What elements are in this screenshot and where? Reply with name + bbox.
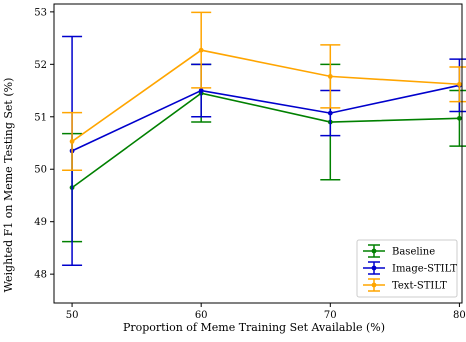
series-baseline <box>62 63 466 243</box>
data-point <box>69 139 75 144</box>
x-axis-label: Proportion of Meme Training Set Availabl… <box>123 321 385 334</box>
legend-label: Image-STILT <box>392 264 457 275</box>
x-tick-label: 70 <box>324 310 337 321</box>
y-axis-label: Weighted F1 on Meme Testing Set (%) <box>2 78 15 293</box>
legend-box <box>356 239 458 298</box>
data-point <box>198 47 204 53</box>
legend-item: Image-STILT <box>363 261 457 275</box>
x-tick-label: 80 <box>453 310 466 321</box>
series-line <box>71 49 460 143</box>
data-point <box>198 88 204 93</box>
y-tick-label: 53 <box>34 7 47 18</box>
data-point <box>327 110 333 116</box>
series-text-stilt <box>62 11 466 172</box>
x-tick-label: 50 <box>66 310 79 321</box>
series-line <box>71 84 460 152</box>
x-tick-label: 60 <box>195 310 208 321</box>
legend-marker <box>371 248 377 254</box>
data-point <box>327 73 333 79</box>
y-tick-label: 50 <box>34 165 47 176</box>
y-tick-label: 49 <box>34 217 47 228</box>
legend-marker <box>371 282 377 288</box>
legend-marker <box>371 265 377 271</box>
plot-area <box>62 11 466 266</box>
series-image-stilt <box>62 35 466 266</box>
axes: 50 60 70 80 48 49 50 51 52 53 <box>34 3 466 321</box>
legend: Baseline Image-STILT Text-STILT <box>356 239 458 298</box>
data-point <box>457 115 462 121</box>
plot-frame <box>53 3 463 304</box>
series-line <box>71 92 460 189</box>
y-tick-label: 52 <box>34 60 47 71</box>
legend-label: Baseline <box>392 247 435 258</box>
y-tick-label: 48 <box>34 270 47 281</box>
data-point <box>457 81 462 87</box>
legend-item: Baseline <box>363 244 435 258</box>
legend-label: Text-STILT <box>392 281 447 292</box>
y-tick-label: 51 <box>34 112 47 123</box>
legend-item: Text-STILT <box>363 278 447 292</box>
